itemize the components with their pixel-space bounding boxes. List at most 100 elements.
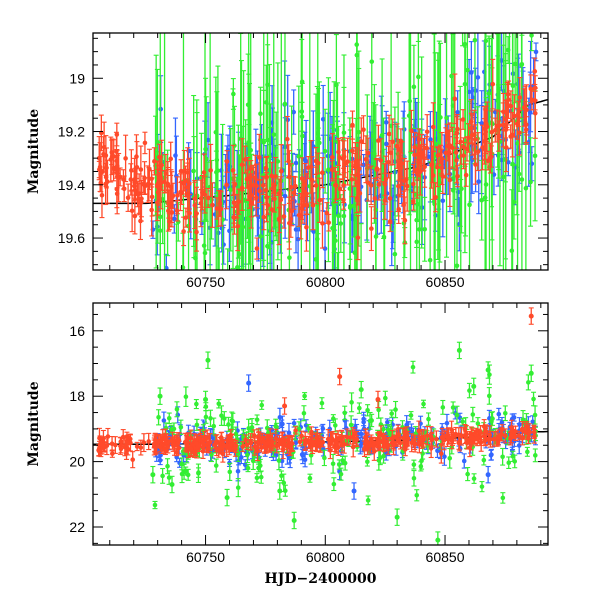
data-point <box>208 168 213 173</box>
data-point <box>245 216 250 222</box>
data-point <box>245 452 250 458</box>
data-point <box>282 101 288 107</box>
y-axis-label: Magnitude <box>26 109 42 194</box>
data-point <box>393 407 398 412</box>
data-point <box>471 132 477 137</box>
data-point <box>517 95 523 100</box>
data-point <box>410 364 416 370</box>
data-point <box>386 131 392 137</box>
data-point <box>286 158 291 164</box>
data-point <box>455 173 460 179</box>
data-point <box>132 213 138 219</box>
data-point <box>454 412 460 418</box>
data-point <box>361 416 366 422</box>
data-point <box>235 223 241 229</box>
data-point <box>353 159 358 165</box>
data-point <box>279 421 285 427</box>
data-point <box>374 166 380 171</box>
data-point <box>383 141 389 147</box>
data-point <box>247 194 252 200</box>
data-point <box>501 14 506 19</box>
data-point <box>183 394 189 399</box>
data-point <box>256 155 262 160</box>
data-point <box>260 183 266 188</box>
data-point <box>355 179 361 185</box>
data-point <box>104 165 109 171</box>
data-point <box>302 393 307 399</box>
data-point <box>232 182 238 187</box>
data-point <box>532 153 538 159</box>
data-point <box>235 485 241 490</box>
data-point <box>411 84 417 90</box>
data-point <box>365 498 371 503</box>
data-point <box>463 172 469 178</box>
outlier-point <box>435 537 441 543</box>
data-point <box>447 456 453 461</box>
data-point <box>516 443 522 448</box>
data-point <box>248 166 254 171</box>
data-point <box>293 183 298 189</box>
data-point <box>533 49 539 55</box>
data-point <box>512 61 518 67</box>
data-point <box>414 217 419 223</box>
data-point <box>519 61 525 67</box>
data-point <box>464 146 470 152</box>
data-point <box>440 405 446 410</box>
data-point <box>500 454 505 460</box>
data-point <box>181 229 186 234</box>
data-point <box>497 123 502 128</box>
data-point <box>532 110 538 116</box>
data-point <box>519 177 525 182</box>
data-point <box>390 139 396 145</box>
data-point <box>174 208 180 214</box>
data-point <box>421 401 426 407</box>
data-point <box>313 183 319 188</box>
data-point <box>166 415 172 421</box>
data-point <box>227 469 233 475</box>
data-point <box>468 119 474 125</box>
data-point <box>114 166 120 172</box>
data-point <box>522 106 528 112</box>
data-point <box>416 13 421 18</box>
data-point <box>326 220 332 225</box>
data-point <box>125 195 131 201</box>
outlier-point <box>291 517 297 523</box>
data-point <box>138 167 144 172</box>
data-point <box>224 182 229 188</box>
data-point <box>505 47 511 53</box>
data-point <box>421 152 426 158</box>
data-point <box>476 179 482 184</box>
data-point <box>307 475 313 481</box>
data-point <box>333 183 339 188</box>
data-point <box>276 216 282 222</box>
data-point <box>376 138 381 143</box>
data-point <box>452 96 458 102</box>
data-point <box>414 492 420 498</box>
data-point <box>416 136 422 142</box>
data-point <box>369 226 374 231</box>
data-point <box>258 234 263 239</box>
data-point <box>467 202 472 208</box>
data-point <box>516 171 522 177</box>
plot-area-top <box>93 13 548 297</box>
data-point <box>506 460 512 466</box>
data-point <box>330 225 335 231</box>
data-point <box>424 129 430 135</box>
data-point <box>174 406 180 412</box>
data-point <box>383 395 388 401</box>
data-point <box>157 458 163 463</box>
data-point <box>532 85 538 91</box>
data-point <box>231 215 237 220</box>
data-point <box>455 109 460 115</box>
data-point <box>261 139 267 145</box>
outlier-point <box>394 514 400 520</box>
data-point <box>331 481 337 487</box>
data-point <box>336 462 342 467</box>
data-point <box>157 228 163 233</box>
data-point <box>501 174 506 180</box>
data-point <box>365 459 370 465</box>
data-point <box>305 165 311 170</box>
data-point <box>433 292 438 297</box>
data-point <box>111 166 116 171</box>
data-point <box>253 195 259 200</box>
